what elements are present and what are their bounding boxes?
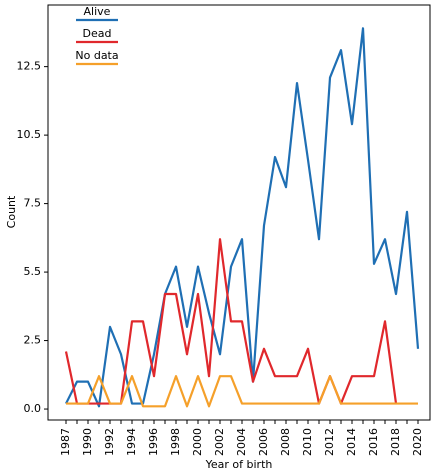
x-tick-label: 1996 — [147, 428, 160, 456]
x-tick-label: 1987 — [59, 428, 72, 456]
y-tick-label: 5.5 — [24, 265, 42, 278]
x-tick-label: 2020 — [411, 428, 424, 456]
x-tick-label: 1994 — [125, 428, 138, 456]
x-tick-label: 1998 — [169, 428, 182, 456]
x-tick-label: 2018 — [389, 428, 402, 456]
y-axis-label: Count — [5, 195, 18, 228]
x-tick-label: 2004 — [235, 428, 248, 456]
x-tick-label: 2006 — [257, 428, 270, 456]
x-tick-label: 1990 — [81, 428, 94, 456]
x-tick-label: 2002 — [213, 428, 226, 456]
legend-label: Alive — [84, 5, 111, 18]
series-line — [65, 27, 420, 408]
x-tick-label: 2014 — [345, 428, 358, 456]
y-tick-label: 7.5 — [24, 197, 42, 210]
x-tick-label: 2010 — [301, 428, 314, 456]
x-axis-label: Year of birth — [205, 458, 273, 471]
x-tick-label: 2008 — [279, 428, 292, 456]
x-tick-label: 2016 — [367, 428, 380, 456]
y-tick-label: 10.5 — [17, 128, 42, 141]
x-tick-label: 2000 — [191, 428, 204, 456]
y-tick-label: 12.5 — [17, 60, 42, 73]
x-tick-label: 1992 — [103, 428, 116, 456]
legend-label: No data — [75, 49, 118, 62]
x-tick-label: 2012 — [323, 428, 336, 456]
y-tick-label: 0.0 — [24, 402, 42, 415]
plot-frame — [47, 4, 431, 421]
series-line — [66, 375, 418, 408]
legend-label: Dead — [83, 27, 112, 40]
y-tick-label: 2.5 — [24, 334, 42, 347]
